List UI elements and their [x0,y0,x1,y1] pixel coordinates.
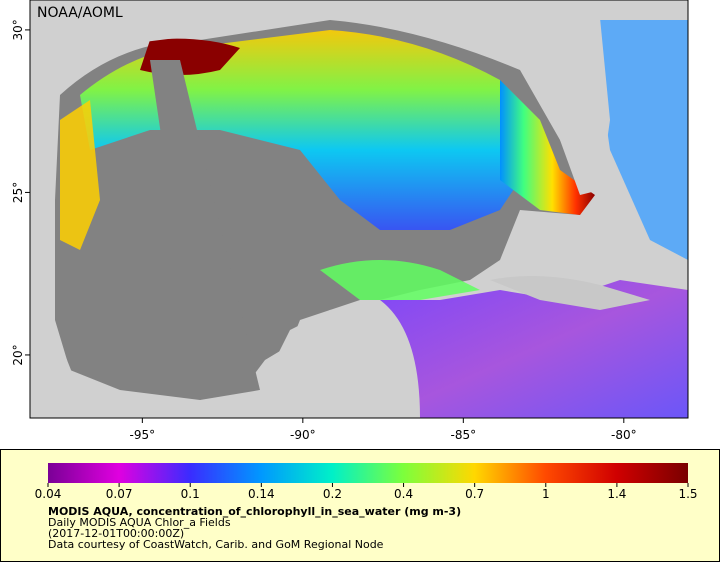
y-tick-label: 30° [11,19,25,40]
credit: NOAA/AOML [37,5,123,21]
caption-line: Data courtesy of CoastWatch, Carib. and … [48,538,384,551]
shelf-bloom [80,30,540,230]
campeche-bank [320,260,480,300]
mexico [30,100,400,418]
florida-shelf [500,80,595,215]
atlantic [600,20,688,260]
y-tick-label: 25° [11,182,25,203]
cloud-gap [150,60,260,400]
caribbean [380,280,688,418]
colorbar [48,463,688,483]
colorbar-tick-label: 0.1 [181,487,200,501]
x-tick-label: -90° [290,428,316,442]
x-tick-label: -80° [611,428,637,442]
axes: -95° -90° -85° -80° 30° 25° 20° [11,19,637,442]
caption-line: (2017-12-01T00:00:00Z) [48,527,184,540]
colorbar-tick-label: 0.2 [323,487,342,501]
cuba [490,276,650,310]
x-tick-label: -85° [451,428,477,442]
map-frame [29,0,689,419]
colorbar-tick-label: 1.5 [678,487,697,501]
colorbar-tick-label: 0.7 [465,487,484,501]
colorbar-tick-label: 0.04 [35,487,62,501]
colorbar-tick-label: 0.07 [106,487,133,501]
colorbar-ticks: 0.04 0.07 0.1 0.14 0.2 0.4 0.7 1 1.4 1.5 [35,483,698,501]
colorbar-tick-label: 1.4 [607,487,626,501]
x-tick-label: -95° [130,428,156,442]
caption-line: Daily MODIS AQUA Chlor_a Fields [48,516,231,529]
credit-box [34,4,120,22]
colorbar-tick-label: 0.14 [248,487,275,501]
y-tick-label: 20° [11,344,25,365]
florida [560,18,610,195]
caption-title: MODIS AQUA, concentration_of_chlorophyll… [48,505,461,518]
north-coast [30,0,688,100]
west-shelf [60,100,100,250]
colorbar-tick-label: 1 [542,487,550,501]
colorbar-tick-label: 0.4 [394,487,413,501]
map: NOAA/AOML [29,0,689,419]
